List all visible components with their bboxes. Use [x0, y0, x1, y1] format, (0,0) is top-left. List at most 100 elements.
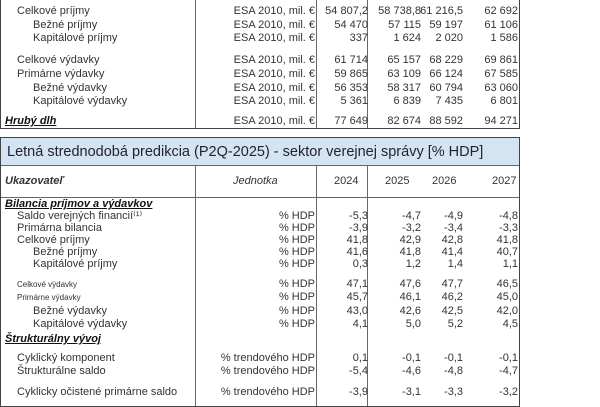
row-value: 41,4 [441, 246, 463, 258]
row-value: -3,2 [499, 386, 518, 398]
row-value: 41,8 [496, 234, 518, 246]
column-divider [316, 0, 317, 128]
row-label: Bežné príjmy [33, 246, 98, 258]
row-value: -3,9 [349, 386, 368, 398]
row-label: Primárne výdavky [17, 293, 81, 302]
table-row: Bežné výdavky ESA 2010, mil. € 56 353 58 31… [1, 82, 521, 95]
column-divider [195, 166, 196, 406]
header-indicator: Ukazovateľ [5, 175, 64, 187]
row-label: Primárna bilancia [17, 222, 102, 234]
header-year: 2025 [385, 175, 410, 187]
row-value: 2 020 [435, 32, 463, 44]
row-value: -4,7 [402, 210, 421, 222]
row-unit: % trendového HDP [220, 365, 315, 377]
row-unit: % trendového HDP [220, 352, 315, 364]
row-value: -4,7 [499, 365, 518, 377]
row-label: Cyklicky očistené primárne saldo [17, 386, 178, 398]
row-value: 0,1 [352, 352, 368, 364]
table-row: Hrubý dlh ESA 2010, mil. € 77 649 82 674 88 … [1, 115, 521, 128]
row-value: 54 807,2 [325, 5, 368, 17]
row-value: 5,2 [447, 318, 463, 330]
table-row: Primárne výdavky ESA 2010, mil. € 59 865 63… [1, 68, 521, 81]
row-unit: % HDP [278, 210, 315, 222]
row-unit: ESA 2010, mil. € [233, 19, 315, 31]
column-divider [367, 166, 368, 406]
row-value: 47,6 [399, 278, 421, 290]
row-label: Cyklický komponent [17, 352, 115, 364]
row-value: 4,5 [502, 318, 518, 330]
row-value: 1,2 [405, 258, 421, 270]
row-unit: ESA 2010, mil. € [233, 54, 315, 66]
table-row: Kapitálové výdavky ESA 2010, mil. € 5 361 6… [1, 95, 521, 108]
table-row: Bilancia príjmov a výdavkov [1, 198, 521, 211]
row-value: 42,6 [399, 305, 421, 317]
row-unit: ESA 2010, mil. € [233, 82, 315, 94]
row-value: 42,0 [496, 305, 518, 317]
row-value: 1,4 [447, 258, 463, 270]
row-unit: ESA 2010, mil. € [233, 32, 315, 44]
row-unit: ESA 2010, mil. € [233, 115, 315, 127]
row-value: -3,9 [349, 222, 368, 234]
row-value: 59 197 [429, 19, 463, 31]
table-row: Bežné príjmy % HDP 41,6 41,8 41,4 40,7 [1, 246, 521, 259]
row-unit: % HDP [278, 278, 315, 290]
row-value: 1 586 [490, 32, 518, 44]
row-label: Celkové výdavky [17, 54, 100, 66]
row-value: 43,0 [346, 305, 368, 317]
row-value: -0,1 [444, 352, 463, 364]
row-value: -3,3 [444, 386, 463, 398]
table-row: Primárne výdavky % HDP 45,7 46,1 46,2 45,0 [1, 291, 521, 304]
table-row: Bežné výdavky % HDP 43,0 42,6 42,5 42,0 [1, 305, 521, 318]
header-year: 2024 [334, 175, 359, 187]
row-label: Kapitálové výdavky [33, 318, 128, 330]
row-value: 58 317 [387, 82, 421, 94]
row-value: 41,6 [346, 246, 368, 258]
header-unit: Jednotka [233, 175, 278, 187]
row-value: -3,3 [499, 222, 518, 234]
row-unit: ESA 2010, mil. € [233, 68, 315, 80]
column-divider [367, 0, 368, 128]
row-value: -5,4 [349, 365, 368, 377]
row-label: Celkové príjmy [17, 5, 90, 17]
header-year: 2026 [432, 175, 457, 187]
row-label: Celkové výdavky [17, 280, 78, 289]
row-value: 5,0 [405, 318, 421, 330]
table-row: Primárna bilancia % HDP -3,9 -3,2 -3,4 -3,3 [1, 222, 521, 235]
table-row: Saldo verejných financií⁽¹⁾ % HDP -5,3 -4,7… [1, 210, 521, 223]
bottom-table: Letná strednodobá predikcia (P2Q-2025) -… [0, 137, 520, 407]
row-label: Celkové príjmy [17, 234, 90, 246]
row-value: 65 157 [387, 54, 421, 66]
top-table: Celkové príjmy ESA 2010, mil. € 54 807,2 58… [0, 0, 520, 129]
table-row: Kapitálové výdavky % HDP 4,1 5,0 5,2 4,5 [1, 318, 521, 331]
row-value: 46,2 [441, 291, 463, 303]
row-label: Bežné príjmy [33, 19, 98, 31]
row-value: 88 592 [429, 115, 463, 127]
row-value: 42,9 [399, 234, 421, 246]
row-value: 82 674 [387, 115, 421, 127]
row-unit: % HDP [278, 234, 315, 246]
row-value: 1,1 [502, 258, 518, 270]
row-value: 66 124 [429, 68, 463, 80]
row-value: 45,7 [346, 291, 368, 303]
column-divider [195, 0, 196, 128]
row-unit: % HDP [278, 258, 315, 270]
table-row: Štrukturálne saldo % trendového HDP -5,4 -4… [1, 365, 521, 378]
row-value: -4,8 [444, 365, 463, 377]
row-label: Kapitálové príjmy [33, 258, 118, 270]
row-value: 0,3 [352, 258, 368, 270]
row-value: 337 [349, 32, 368, 44]
row-value: 63 109 [387, 68, 421, 80]
row-label: Štrukturálny vývoj [5, 333, 101, 345]
row-value: -4,9 [444, 210, 463, 222]
row-value: 56 353 [334, 82, 368, 94]
row-value: 77 649 [334, 115, 368, 127]
row-value: 41,8 [346, 234, 368, 246]
table-row: Celkové výdavky % HDP 47,1 47,6 47,7 46,5 [1, 278, 521, 291]
table-row: Cyklicky očistené primárne saldo % trendo… [1, 386, 521, 399]
row-value: 41,8 [399, 246, 421, 258]
row-label: Bilancia príjmov a výdavkov [5, 198, 153, 210]
row-unit: % trendového HDP [220, 386, 315, 398]
row-value: 7 435 [435, 95, 463, 107]
row-value: 62 692 [484, 5, 518, 17]
row-value: 60 794 [429, 82, 463, 94]
